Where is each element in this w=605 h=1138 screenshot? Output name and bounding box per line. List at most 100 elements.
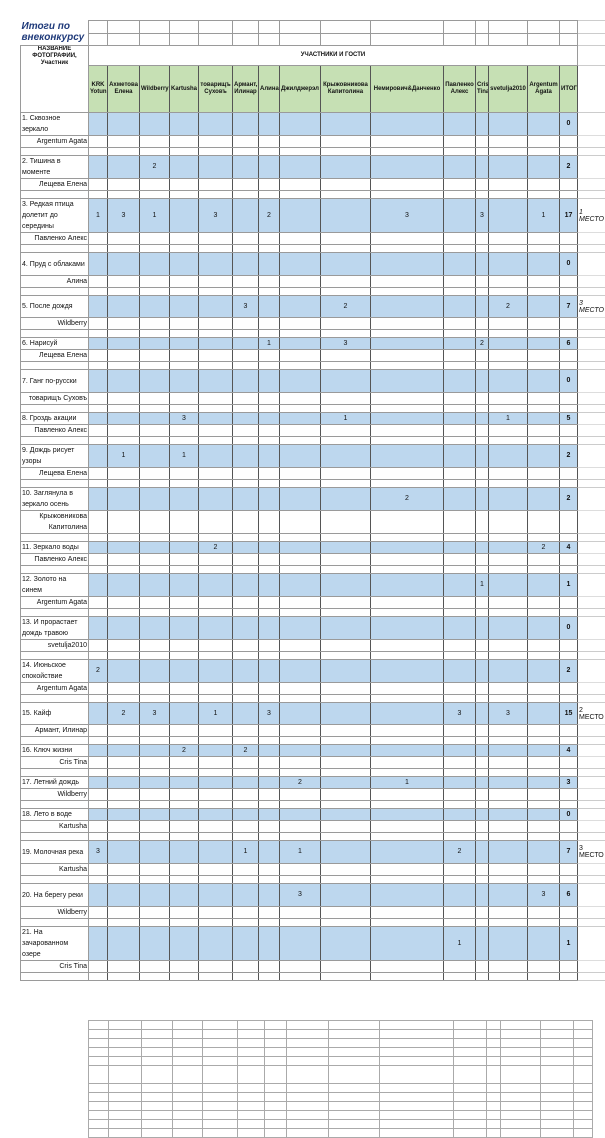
score-cell[interactable] — [489, 488, 528, 511]
score-cell[interactable] — [170, 370, 199, 393]
score-cell[interactable] — [140, 884, 170, 907]
score-cell[interactable]: 3 — [140, 703, 170, 725]
total-cell[interactable]: 4 — [560, 745, 578, 757]
score-cell[interactable] — [140, 253, 170, 276]
score-cell[interactable] — [476, 253, 489, 276]
score-cell[interactable]: 1 — [170, 445, 199, 468]
score-cell[interactable] — [170, 488, 199, 511]
score-cell[interactable] — [89, 338, 108, 350]
total-cell[interactable]: 3 — [560, 777, 578, 789]
score-cell[interactable] — [140, 370, 170, 393]
score-cell[interactable] — [280, 488, 321, 511]
score-cell[interactable] — [528, 296, 560, 318]
score-cell[interactable] — [476, 927, 489, 961]
total-cell[interactable]: 0 — [560, 617, 578, 640]
score-cell[interactable] — [108, 488, 140, 511]
score-cell[interactable] — [199, 445, 233, 468]
score-cell[interactable] — [476, 660, 489, 683]
score-cell[interactable] — [528, 841, 560, 864]
score-cell[interactable] — [371, 113, 444, 136]
score-cell[interactable] — [170, 574, 199, 597]
score-cell[interactable] — [444, 413, 476, 425]
score-cell[interactable] — [444, 617, 476, 640]
score-cell[interactable] — [489, 338, 528, 350]
score-cell[interactable] — [280, 296, 321, 318]
score-cell[interactable] — [89, 370, 108, 393]
score-cell[interactable]: 2 — [259, 199, 280, 233]
score-cell[interactable] — [233, 574, 259, 597]
score-cell[interactable] — [476, 296, 489, 318]
score-cell[interactable] — [476, 617, 489, 640]
score-cell[interactable]: 3 — [170, 413, 199, 425]
photo-title[interactable]: 14. Июньское спокойствие — [21, 660, 89, 683]
score-cell[interactable] — [444, 253, 476, 276]
score-cell[interactable] — [489, 113, 528, 136]
score-cell[interactable] — [476, 745, 489, 757]
score-cell[interactable] — [259, 253, 280, 276]
score-cell[interactable] — [233, 703, 259, 725]
score-cell[interactable]: 1 — [233, 841, 259, 864]
score-cell[interactable] — [170, 156, 199, 179]
score-cell[interactable] — [108, 113, 140, 136]
score-cell[interactable] — [489, 809, 528, 821]
photo-title[interactable]: 12. Золото на синем — [21, 574, 89, 597]
score-cell[interactable] — [108, 253, 140, 276]
score-cell[interactable] — [280, 574, 321, 597]
score-cell[interactable]: 3 — [280, 884, 321, 907]
score-cell[interactable] — [140, 296, 170, 318]
score-cell[interactable] — [321, 841, 371, 864]
score-cell[interactable] — [108, 617, 140, 640]
score-cell[interactable] — [108, 660, 140, 683]
score-cell[interactable] — [371, 413, 444, 425]
score-cell[interactable] — [108, 841, 140, 864]
score-cell[interactable] — [259, 488, 280, 511]
score-cell[interactable] — [371, 542, 444, 554]
score-cell[interactable]: 2 — [444, 841, 476, 864]
score-cell[interactable] — [321, 445, 371, 468]
score-cell[interactable] — [199, 296, 233, 318]
score-cell[interactable] — [321, 884, 371, 907]
score-cell[interactable] — [489, 253, 528, 276]
score-cell[interactable] — [528, 370, 560, 393]
score-cell[interactable] — [528, 617, 560, 640]
score-cell[interactable] — [140, 413, 170, 425]
score-cell[interactable] — [89, 413, 108, 425]
score-cell[interactable] — [444, 884, 476, 907]
total-cell[interactable]: 6 — [560, 884, 578, 907]
photo-title[interactable]: 13. И прорастает дождь травою — [21, 617, 89, 640]
score-cell[interactable] — [444, 809, 476, 821]
score-cell[interactable] — [259, 445, 280, 468]
score-cell[interactable]: 1 — [444, 927, 476, 961]
score-cell[interactable] — [489, 617, 528, 640]
score-cell[interactable] — [371, 841, 444, 864]
score-cell[interactable] — [233, 338, 259, 350]
total-cell[interactable]: 5 — [560, 413, 578, 425]
photo-title[interactable]: 21. На зачарованном озере — [21, 927, 89, 961]
score-cell[interactable] — [476, 370, 489, 393]
total-cell[interactable]: 1 — [560, 927, 578, 961]
total-cell[interactable]: 4 — [560, 542, 578, 554]
score-cell[interactable] — [170, 338, 199, 350]
score-cell[interactable] — [476, 488, 489, 511]
photo-title[interactable]: 15. Кайф — [21, 703, 89, 725]
score-cell[interactable] — [371, 927, 444, 961]
score-cell[interactable] — [280, 660, 321, 683]
score-cell[interactable] — [371, 156, 444, 179]
photo-title[interactable]: 6. Нарисуй — [21, 338, 89, 350]
score-cell[interactable] — [321, 809, 371, 821]
score-cell[interactable] — [321, 199, 371, 233]
score-cell[interactable] — [371, 809, 444, 821]
score-cell[interactable] — [280, 445, 321, 468]
score-cell[interactable] — [444, 296, 476, 318]
score-cell[interactable] — [371, 703, 444, 725]
score-cell[interactable] — [371, 884, 444, 907]
score-cell[interactable] — [444, 574, 476, 597]
score-cell[interactable] — [199, 777, 233, 789]
score-cell[interactable] — [476, 542, 489, 554]
score-cell[interactable] — [476, 156, 489, 179]
score-cell[interactable]: 2 — [489, 296, 528, 318]
score-cell[interactable] — [89, 488, 108, 511]
score-cell[interactable] — [528, 253, 560, 276]
score-cell[interactable] — [233, 777, 259, 789]
score-cell[interactable] — [259, 617, 280, 640]
